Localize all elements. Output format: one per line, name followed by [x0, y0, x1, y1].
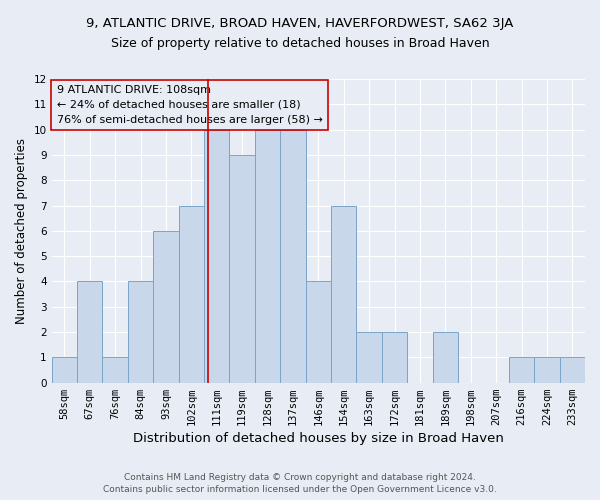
Bar: [433, 332, 458, 382]
Bar: [204, 130, 229, 382]
Bar: [153, 231, 179, 382]
Bar: [77, 282, 103, 382]
Text: Size of property relative to detached houses in Broad Haven: Size of property relative to detached ho…: [110, 38, 490, 51]
Text: Contains public sector information licensed under the Open Government Licence v3: Contains public sector information licen…: [103, 485, 497, 494]
Bar: [255, 130, 280, 382]
Bar: [331, 206, 356, 382]
Bar: [128, 282, 153, 382]
Bar: [356, 332, 382, 382]
Bar: [509, 358, 534, 382]
Bar: [103, 358, 128, 382]
Text: 9 ATLANTIC DRIVE: 108sqm
← 24% of detached houses are smaller (18)
76% of semi-d: 9 ATLANTIC DRIVE: 108sqm ← 24% of detach…: [57, 85, 323, 124]
Y-axis label: Number of detached properties: Number of detached properties: [15, 138, 28, 324]
Bar: [305, 282, 331, 382]
Text: 9, ATLANTIC DRIVE, BROAD HAVEN, HAVERFORDWEST, SA62 3JA: 9, ATLANTIC DRIVE, BROAD HAVEN, HAVERFOR…: [86, 18, 514, 30]
Bar: [382, 332, 407, 382]
Bar: [560, 358, 585, 382]
Bar: [229, 155, 255, 382]
Bar: [179, 206, 204, 382]
Bar: [52, 358, 77, 382]
Bar: [534, 358, 560, 382]
Bar: [280, 130, 305, 382]
X-axis label: Distribution of detached houses by size in Broad Haven: Distribution of detached houses by size …: [133, 432, 504, 445]
Text: Contains HM Land Registry data © Crown copyright and database right 2024.: Contains HM Land Registry data © Crown c…: [124, 472, 476, 482]
